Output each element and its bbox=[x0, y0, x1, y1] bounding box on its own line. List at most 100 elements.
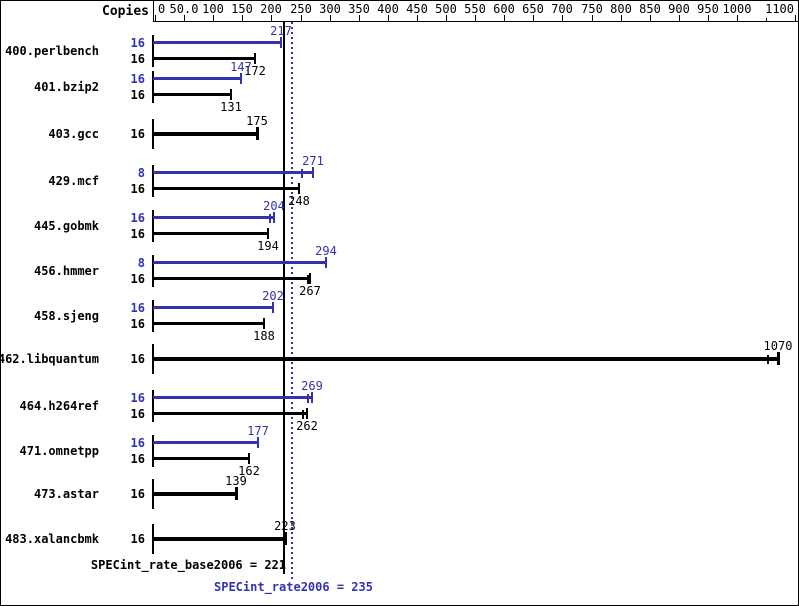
axis-tick bbox=[359, 15, 360, 21]
axis-tick bbox=[592, 15, 593, 21]
axis-tick-label: 400 bbox=[377, 2, 399, 16]
bar-end-cap bbox=[280, 37, 282, 48]
copies-value: 16 bbox=[130, 36, 145, 50]
copies-value: 16 bbox=[130, 317, 145, 331]
peak-bar bbox=[153, 441, 258, 444]
axis-tick bbox=[242, 15, 243, 21]
peak-mean-label: SPECint_rate2006 = 235 bbox=[214, 580, 373, 594]
group-bracket bbox=[152, 71, 154, 103]
copies-value: 16 bbox=[130, 487, 145, 501]
benchmark-label: 401.bzip2 bbox=[33, 80, 99, 94]
axis-tick-label: 1100 bbox=[765, 2, 794, 16]
axis-tick bbox=[562, 15, 563, 21]
bar-value: 202 bbox=[262, 289, 284, 303]
base-bar bbox=[153, 322, 264, 325]
bar-value: 147 bbox=[230, 60, 252, 74]
base-bar bbox=[153, 457, 249, 460]
base-bar bbox=[153, 187, 299, 190]
base-bar bbox=[153, 412, 307, 415]
peak-bar bbox=[153, 396, 312, 399]
base-bar bbox=[153, 232, 268, 235]
axis-header-separator bbox=[153, 1, 154, 22]
bar-end-cap bbox=[311, 392, 313, 403]
axis-tick-label: 350 bbox=[348, 2, 370, 16]
axis-tick bbox=[330, 15, 331, 21]
axis-tick bbox=[708, 15, 709, 21]
axis-tick bbox=[650, 15, 651, 21]
peak-bar bbox=[153, 261, 326, 264]
copies-value: 8 bbox=[137, 166, 145, 180]
base-mean-label: SPECint_rate_base2006 = 221 bbox=[90, 558, 286, 572]
bar-value: 217 bbox=[270, 24, 292, 38]
bar-value: 294 bbox=[315, 244, 337, 258]
bar-end-cap bbox=[267, 228, 269, 239]
base-bar bbox=[153, 57, 255, 60]
group-bracket bbox=[152, 165, 154, 197]
axis-tick bbox=[621, 15, 622, 21]
bar-value: 175 bbox=[246, 114, 268, 128]
bar-end-cap bbox=[235, 487, 238, 500]
base-bar bbox=[153, 537, 285, 541]
bar-end-cap bbox=[263, 318, 265, 329]
bar-end-cap bbox=[240, 73, 242, 84]
copies-value: 16 bbox=[130, 436, 145, 450]
benchmark-label: 400.perlbench bbox=[5, 44, 99, 58]
copies-value: 16 bbox=[130, 182, 145, 196]
bar-end-cap bbox=[284, 532, 287, 545]
base-mean-line bbox=[283, 22, 285, 574]
copies-value: 16 bbox=[130, 272, 145, 286]
axis-tick bbox=[184, 15, 185, 21]
axis-tick-label: 300 bbox=[319, 2, 341, 16]
bar-end-cap bbox=[254, 53, 256, 64]
group-bracket bbox=[152, 35, 154, 67]
copies-value: 16 bbox=[130, 72, 145, 86]
axis-tick-label: 950 bbox=[697, 2, 719, 16]
peak-bar bbox=[153, 77, 241, 80]
copies-value: 16 bbox=[130, 352, 145, 366]
bar-end-cap bbox=[306, 408, 308, 419]
axis-tick-label: 450 bbox=[406, 2, 428, 16]
axis-tick bbox=[417, 15, 418, 21]
copies-value: 16 bbox=[130, 127, 145, 141]
bar-end-cap bbox=[298, 183, 300, 194]
bar-value: 131 bbox=[220, 100, 242, 114]
axis-tick bbox=[388, 15, 389, 21]
peak-bar bbox=[153, 216, 274, 219]
benchmark-label: 464.h264ref bbox=[19, 399, 99, 413]
bar-value: 262 bbox=[296, 419, 318, 433]
group-bracket bbox=[152, 390, 154, 422]
benchmark-label: 471.omnetpp bbox=[19, 444, 99, 458]
axis-tick bbox=[795, 15, 796, 21]
bar-value: 223 bbox=[274, 519, 296, 533]
bar-end-cap bbox=[273, 212, 275, 223]
bar-end-cap bbox=[777, 352, 780, 365]
bar-end-cap bbox=[256, 127, 259, 140]
axis-tick bbox=[446, 15, 447, 21]
axis-tick-label: 500 bbox=[435, 2, 457, 16]
axis-tick bbox=[155, 15, 156, 21]
axis-tick-label: 250 bbox=[290, 2, 312, 16]
copies-value: 16 bbox=[130, 227, 145, 241]
copies-column-header: Copies bbox=[102, 4, 149, 19]
benchmark-label: 445.gobmk bbox=[33, 219, 99, 233]
peak-bar bbox=[153, 306, 273, 309]
axis-tick-label: 900 bbox=[668, 2, 690, 16]
base-bar bbox=[153, 132, 257, 136]
copies-value: 16 bbox=[130, 88, 145, 102]
base-bar bbox=[153, 93, 231, 96]
benchmark-label: 473.astar bbox=[33, 487, 99, 501]
axis-tick bbox=[533, 15, 534, 21]
run-tick bbox=[767, 355, 769, 364]
benchmark-label: 403.gcc bbox=[48, 127, 99, 141]
axis-tick bbox=[679, 15, 680, 21]
group-bracket bbox=[152, 435, 154, 467]
axis-tick-label: 650 bbox=[522, 2, 544, 16]
bar-end-cap bbox=[272, 302, 274, 313]
bar-value: 162 bbox=[238, 464, 260, 478]
group-bracket bbox=[152, 300, 154, 332]
axis-tick-label: 50.0 bbox=[169, 2, 199, 16]
copies-value: 16 bbox=[130, 407, 145, 421]
axis-tick-label: 0 bbox=[158, 2, 166, 16]
axis-tick-label: 100 bbox=[202, 2, 224, 16]
bar-value: 248 bbox=[288, 194, 310, 208]
